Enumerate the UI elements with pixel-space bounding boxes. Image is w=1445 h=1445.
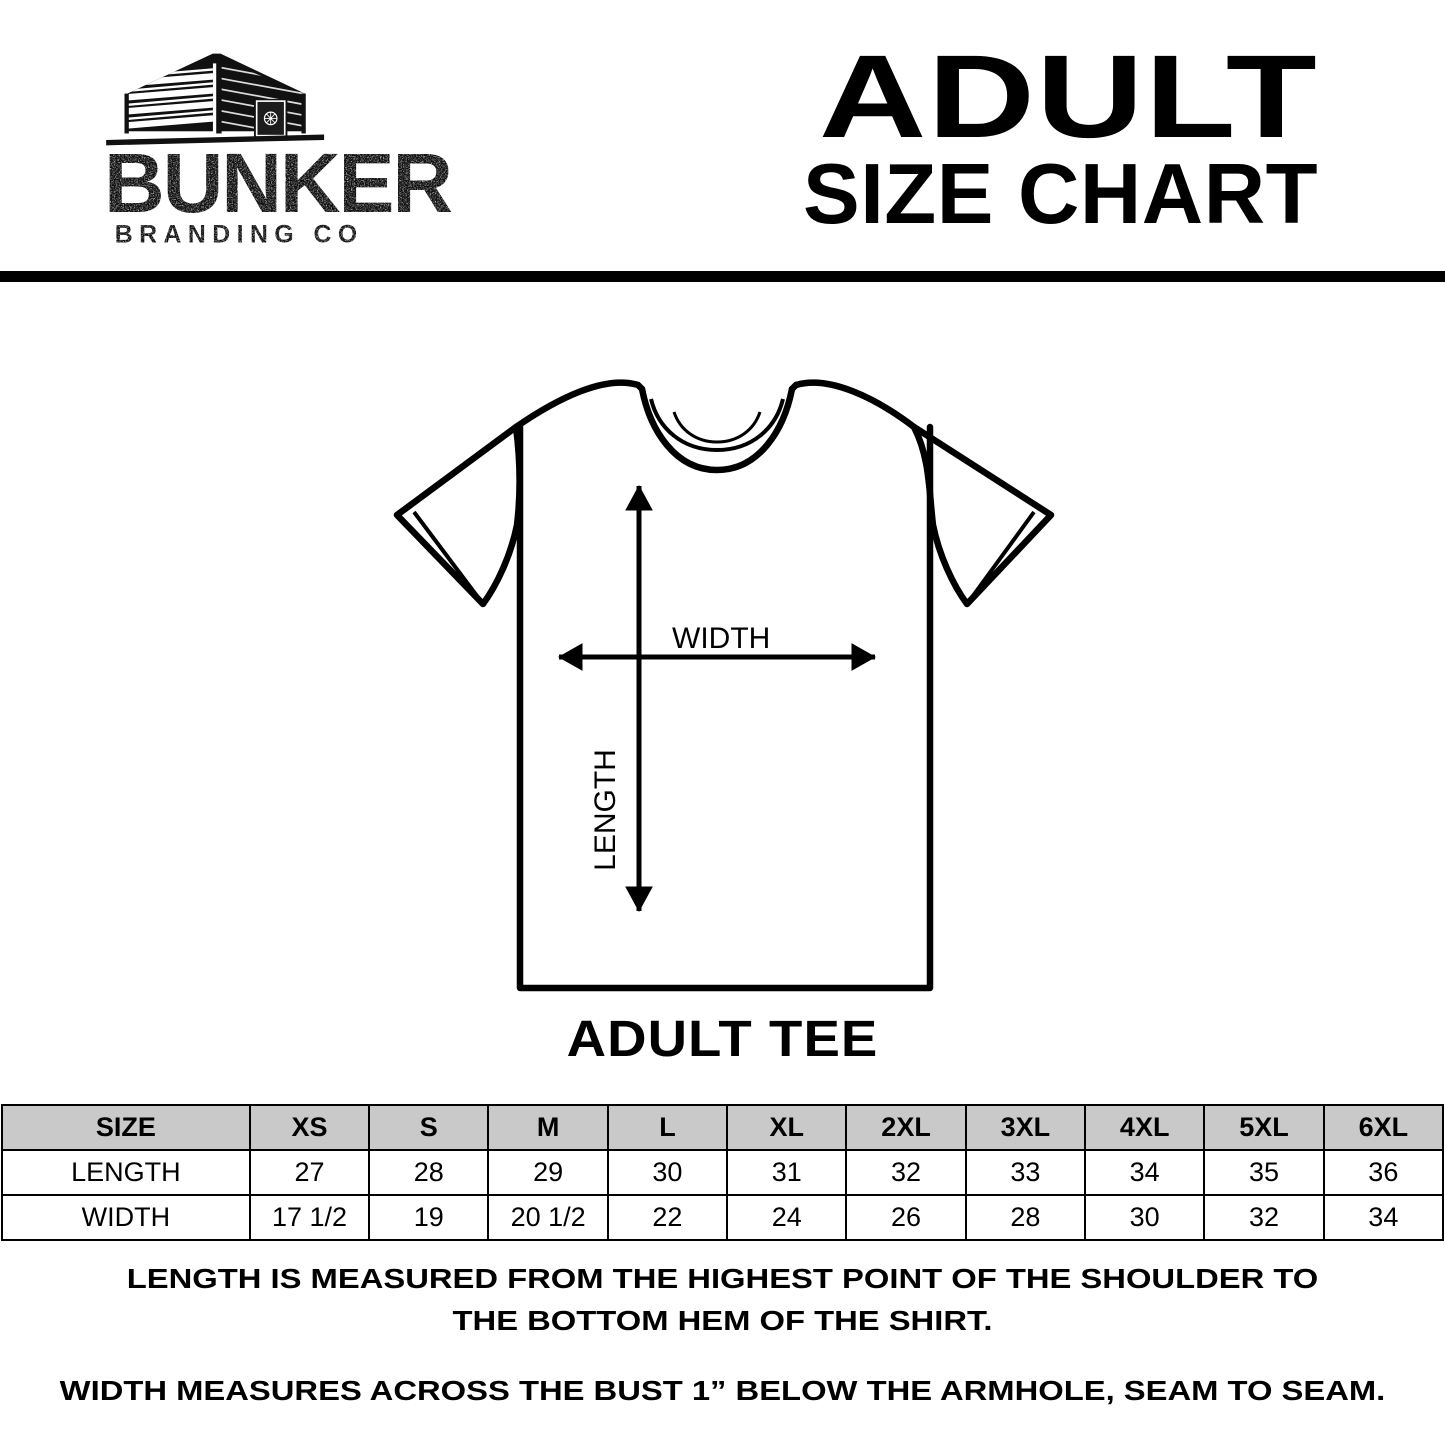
svg-text:LENGTH: LENGTH: [589, 749, 622, 871]
svg-text:BUNKER: BUNKER: [104, 136, 452, 230]
svg-text:WIDTH: WIDTH: [672, 622, 770, 655]
svg-text:BRANDING CO: BRANDING CO: [115, 221, 364, 248]
